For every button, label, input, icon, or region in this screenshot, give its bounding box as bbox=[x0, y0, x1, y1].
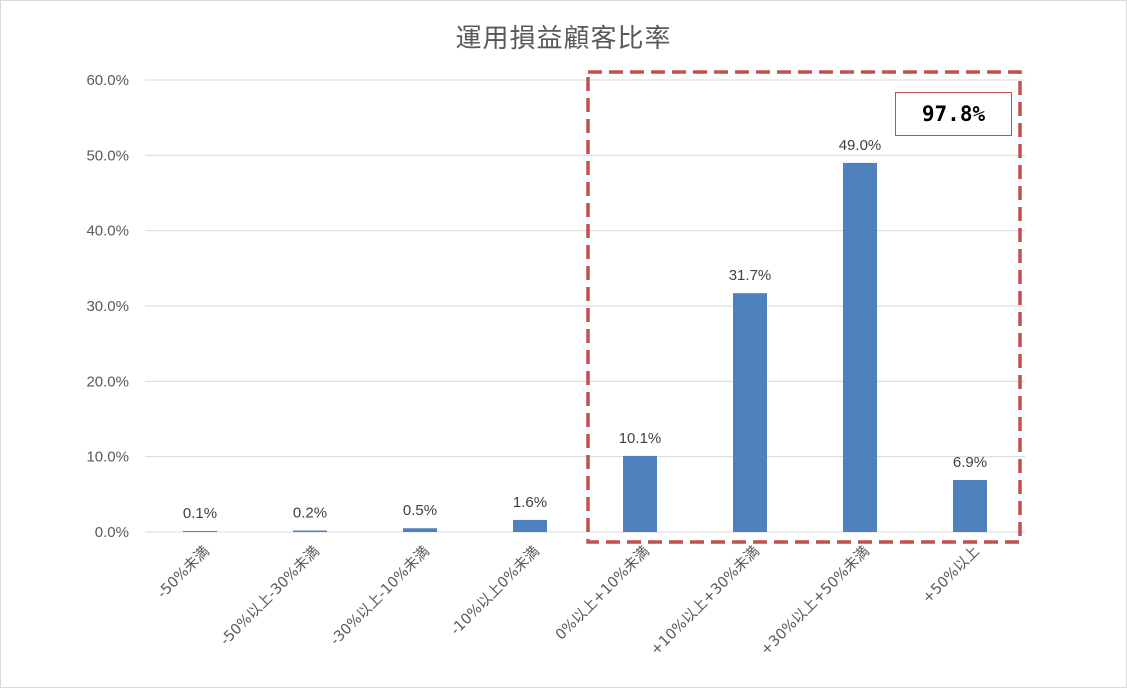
bar bbox=[513, 519, 547, 532]
bar bbox=[403, 528, 437, 532]
bar bbox=[623, 455, 657, 532]
bar bbox=[843, 162, 877, 532]
data-label: 31.7% bbox=[729, 267, 772, 284]
y-tick-label: 10.0% bbox=[86, 449, 129, 466]
x-category-label: -50%未満 bbox=[154, 543, 213, 602]
y-axis-ticks: 0.0% 10.0% 20.0% 30.0% 40.0% 50.0% 60.0% bbox=[86, 72, 129, 541]
x-category-label: -50%以上-30%未満 bbox=[217, 543, 323, 649]
y-tick-label: 20.0% bbox=[86, 373, 129, 390]
highlight-callout: 97.8% bbox=[895, 92, 1012, 136]
data-label: 0.1% bbox=[183, 505, 217, 522]
x-category-label: +10%以上+30%未満 bbox=[647, 543, 763, 659]
x-axis-categories: -50%未満 -50%以上-30%未満 -30%以上-10%未満 -10%以上0%未満… bbox=[154, 543, 983, 659]
bar bbox=[293, 530, 327, 532]
data-label: 1.6% bbox=[513, 494, 547, 511]
data-label: 10.1% bbox=[619, 430, 662, 447]
data-label: 0.2% bbox=[293, 504, 327, 521]
y-tick-label: 30.0% bbox=[86, 298, 129, 315]
x-category-label: +30%以上+50%未満 bbox=[757, 543, 873, 659]
y-tick-label: 0.0% bbox=[95, 524, 129, 541]
bar bbox=[953, 480, 987, 532]
x-category-label: -10%以上0%未満 bbox=[447, 543, 543, 639]
x-category-label: 0%以上+10%未満 bbox=[552, 543, 653, 644]
data-label: 6.9% bbox=[953, 454, 987, 471]
data-labels: 0.1% 0.2% 0.5% 1.6% 10.1% 31.7% 49.0% 6.9% bbox=[183, 137, 987, 522]
y-tick-label: 40.0% bbox=[86, 223, 129, 240]
y-tick-label: 50.0% bbox=[86, 147, 129, 164]
bar bbox=[733, 293, 767, 532]
bars bbox=[183, 162, 987, 532]
x-category-label: +50%以上 bbox=[919, 543, 983, 607]
data-label: 0.5% bbox=[403, 502, 437, 519]
y-tick-label: 60.0% bbox=[86, 72, 129, 89]
bar bbox=[183, 531, 217, 532]
chart-title: 運用損益顧客比率 bbox=[455, 24, 672, 54]
data-label: 49.0% bbox=[839, 137, 882, 154]
highlight-region bbox=[586, 70, 1022, 544]
x-category-label: -30%以上-10%未満 bbox=[327, 543, 433, 649]
gridlines bbox=[145, 79, 1025, 533]
